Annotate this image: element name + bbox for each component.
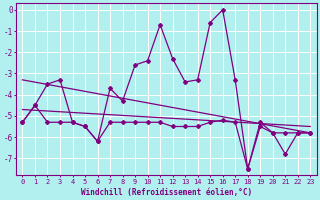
X-axis label: Windchill (Refroidissement éolien,°C): Windchill (Refroidissement éolien,°C): [81, 188, 252, 197]
